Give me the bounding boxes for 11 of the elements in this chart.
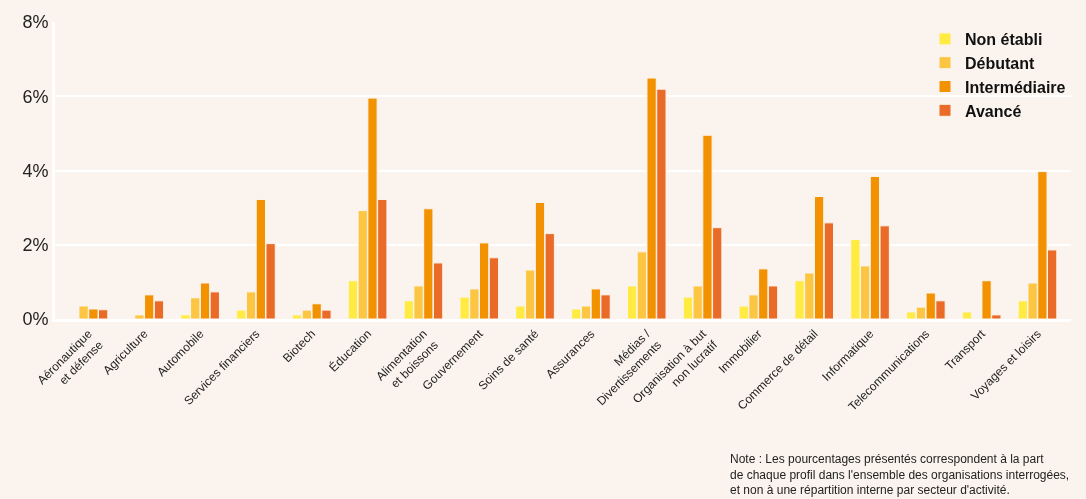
y-tick-label: 0%	[22, 309, 49, 330]
y-tick-label: 6%	[22, 86, 49, 107]
text: Note : Les pourcentages présentés correspondent à la part de chaque profil dans l'ensemble des organisations interrogées, et non à une répartition interne par secteur d'activité.	[730, 452, 1070, 498]
legend-label: Intermédiaire	[965, 78, 1066, 96]
bar	[961, 311, 973, 319]
legend-label: Non établi	[965, 31, 1043, 49]
y-tick-label: 4%	[22, 160, 49, 181]
legend-label: Débutant	[965, 54, 1035, 72]
y-tick-label: 2%	[22, 235, 49, 256]
y-tick-label: 8%	[22, 12, 49, 33]
legend-label: Avancé	[965, 102, 1022, 120]
